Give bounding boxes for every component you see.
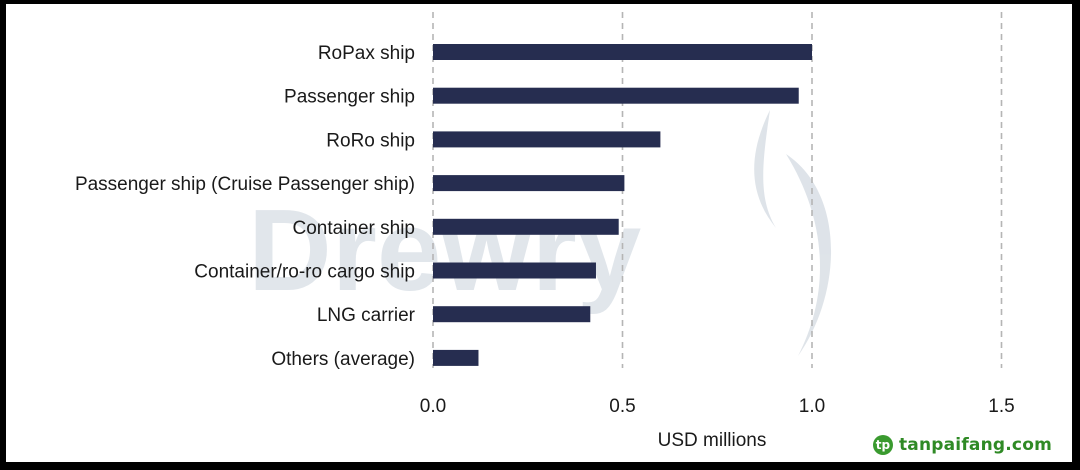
bar-1 bbox=[433, 87, 799, 104]
category-label-0: RoPax ship bbox=[318, 43, 415, 64]
category-label-7: Others (average) bbox=[271, 349, 415, 370]
bar-series bbox=[433, 44, 812, 366]
site-logo-mark: tp bbox=[872, 435, 893, 455]
category-labels: RoPax ship Passenger ship RoRo ship Passeng… bbox=[75, 43, 416, 370]
x-tick-label-3: 1.5 bbox=[988, 396, 1014, 417]
category-label-3: Passenger ship (Cruise Passenger ship) bbox=[75, 174, 415, 195]
category-label-2: RoRo ship bbox=[326, 130, 415, 151]
bar-6 bbox=[433, 306, 591, 323]
category-label-4: Container ship bbox=[292, 218, 415, 239]
bar-chart: Drewry RoPax ship Passenger ship RoRo ship… bbox=[75, 12, 1015, 451]
bar-7 bbox=[433, 349, 479, 366]
bar-5 bbox=[433, 262, 596, 279]
site-logo-text: tanpaifang.com bbox=[898, 435, 1052, 455]
site-logo: tp tanpaifang.com bbox=[872, 432, 1052, 458]
x-tick-label-1: 0.5 bbox=[609, 396, 635, 417]
x-tick-label-0: 0.0 bbox=[420, 396, 446, 417]
bar-3 bbox=[433, 175, 625, 192]
category-label-6: LNG carrier bbox=[317, 305, 416, 326]
watermark: Drewry bbox=[248, 110, 832, 356]
x-axis-title: USD millions bbox=[658, 430, 767, 451]
watermark-flame-icon bbox=[754, 110, 832, 356]
chart-panel: Drewry RoPax ship Passenger ship RoRo ship… bbox=[6, 4, 1072, 462]
x-tick-label-2: 1.0 bbox=[799, 396, 825, 417]
category-label-5: Container/ro-ro cargo ship bbox=[194, 262, 415, 283]
watermark-text: Drewry bbox=[248, 185, 641, 315]
bar-4 bbox=[433, 218, 619, 235]
x-tick-labels: 0.0 0.5 1.0 1.5 bbox=[420, 396, 1015, 417]
bar-0 bbox=[433, 44, 812, 60]
bar-2 bbox=[433, 131, 661, 148]
category-label-1: Passenger ship bbox=[284, 87, 415, 108]
